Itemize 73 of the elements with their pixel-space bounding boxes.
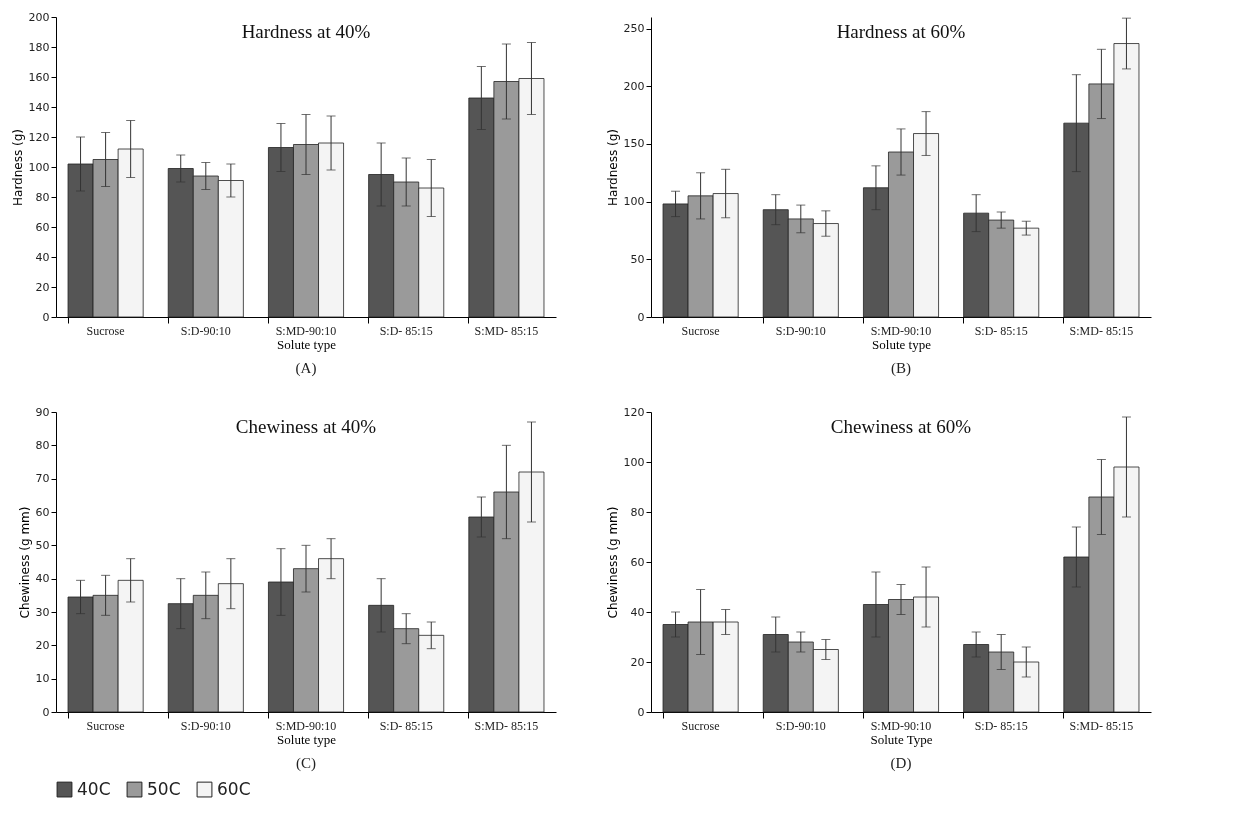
x-tick-label: S:D- 85:15 bbox=[379, 323, 433, 338]
y-tick-label: 0 bbox=[637, 310, 645, 324]
y-tick-label: 10 bbox=[35, 672, 50, 686]
y-tick-label: 0 bbox=[637, 705, 645, 719]
y-tick-label: 100 bbox=[623, 455, 645, 469]
y-tick-label: 80 bbox=[35, 190, 50, 204]
text: (C) bbox=[296, 755, 316, 772]
x-tick-label: S:MD- 85:15 bbox=[1069, 718, 1134, 733]
y-tick-label: 60 bbox=[35, 505, 50, 519]
y-tick-label: 150 bbox=[623, 137, 645, 151]
y-tick-label: 80 bbox=[35, 438, 50, 452]
y-tick-label: 100 bbox=[28, 160, 50, 174]
x-tick-label: S:D-90:10 bbox=[180, 323, 231, 338]
y-tick-label: 20 bbox=[35, 280, 50, 294]
x-tick-label: S:D- 85:15 bbox=[974, 323, 1028, 338]
chart-title: Chewiness at 40% bbox=[235, 416, 377, 437]
y-tick-label: 60 bbox=[630, 555, 645, 569]
x-tick-label: Sucrose bbox=[86, 718, 125, 733]
y-tick-label: 200 bbox=[28, 10, 50, 24]
y-tick-label: 50 bbox=[630, 252, 645, 266]
y-tick-label: 70 bbox=[35, 472, 50, 486]
x-axis-title: Solute Type bbox=[870, 731, 933, 747]
x-axis-title: Solute type bbox=[872, 336, 932, 352]
y-tick-label: 140 bbox=[28, 100, 50, 114]
y-tick-label: 40 bbox=[630, 605, 645, 619]
x-tick-label: Sucrose bbox=[681, 718, 720, 733]
x-tick-label: S:MD- 85:15 bbox=[1069, 323, 1134, 338]
y-tick-label: 0 bbox=[42, 705, 50, 719]
x-tick-label: S:MD-90:10 bbox=[870, 323, 932, 338]
x-tick-label: S:D-90:10 bbox=[775, 323, 826, 338]
y-tick-label: 200 bbox=[623, 79, 645, 93]
y-tick-label: 50 bbox=[35, 538, 50, 552]
y-tick-label: 160 bbox=[28, 70, 50, 84]
x-axis-title: Solute type bbox=[277, 731, 337, 747]
x-tick-label: S:D-90:10 bbox=[775, 718, 826, 733]
y-tick-label: 90 bbox=[35, 405, 50, 419]
y-tick-label: 30 bbox=[35, 605, 50, 619]
y-tick-label: 120 bbox=[28, 130, 50, 144]
y-axis-title: Chewiness (g mm) bbox=[17, 506, 32, 619]
y-axis-title: Hardness (g) bbox=[10, 128, 25, 207]
y-tick-label: 250 bbox=[623, 22, 645, 36]
y-tick-label: 180 bbox=[28, 40, 50, 54]
y-tick-label: 20 bbox=[630, 655, 645, 669]
chart-title: Hardness at 60% bbox=[836, 21, 966, 42]
y-tick-label: 0 bbox=[42, 310, 50, 324]
y-tick-label: 40 bbox=[35, 572, 50, 586]
text: (A) bbox=[295, 360, 317, 377]
y-tick-label: 100 bbox=[623, 195, 645, 209]
y-tick-label: 20 bbox=[35, 638, 50, 652]
x-tick-label: Sucrose bbox=[681, 323, 720, 338]
y-tick-label: 40 bbox=[35, 250, 50, 264]
legend-label: 60C bbox=[217, 778, 251, 799]
x-tick-label: S:D- 85:15 bbox=[974, 718, 1028, 733]
x-tick-label: S:MD-90:10 bbox=[275, 323, 337, 338]
x-tick-label: S:D- 85:15 bbox=[379, 718, 433, 733]
y-tick-label: 60 bbox=[35, 220, 50, 234]
y-tick-label: 80 bbox=[630, 505, 645, 519]
x-tick-label: S:MD-90:10 bbox=[275, 718, 337, 733]
text: (D) bbox=[890, 755, 912, 772]
x-tick-label: S:MD- 85:15 bbox=[474, 323, 539, 338]
y-axis-title: Chewiness (g mm) bbox=[605, 506, 620, 619]
y-axis-title: Hardness (g) bbox=[605, 128, 620, 207]
legend-label: 40C bbox=[77, 778, 111, 799]
text: (B) bbox=[891, 360, 911, 377]
x-axis-title: Solute type bbox=[277, 336, 337, 352]
y-tick-label: 120 bbox=[623, 405, 645, 419]
chart-title: Chewiness at 60% bbox=[830, 416, 972, 437]
legend-label: 50C bbox=[147, 778, 181, 799]
chart-title: Hardness at 40% bbox=[241, 21, 371, 42]
x-tick-label: S:D-90:10 bbox=[180, 718, 231, 733]
x-tick-label: Sucrose bbox=[86, 323, 125, 338]
x-tick-label: S:MD- 85:15 bbox=[474, 718, 539, 733]
x-tick-label: S:MD-90:10 bbox=[870, 718, 932, 733]
